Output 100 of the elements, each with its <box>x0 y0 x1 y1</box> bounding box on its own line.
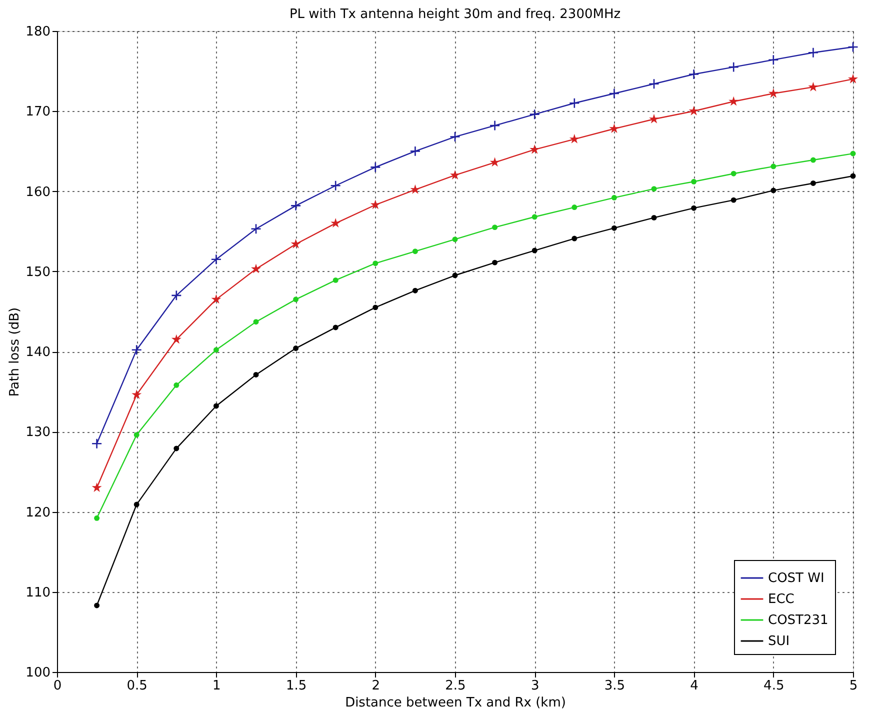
point <box>210 254 222 265</box>
x-tick-label: 3 <box>530 678 540 694</box>
point <box>492 260 498 266</box>
point <box>649 114 659 124</box>
x-tick-label: 4.5 <box>764 678 784 694</box>
point <box>174 382 180 388</box>
legend-label: COST231 <box>768 613 828 628</box>
point <box>412 288 418 294</box>
point <box>609 124 620 133</box>
point <box>250 224 262 234</box>
point <box>569 134 580 144</box>
point <box>688 106 699 116</box>
point <box>611 194 617 200</box>
point <box>290 200 302 212</box>
point <box>611 225 617 231</box>
point <box>490 157 500 167</box>
point <box>92 482 102 492</box>
point <box>688 68 700 80</box>
point <box>452 236 458 242</box>
y-tick-label: 150 <box>26 264 50 280</box>
point <box>651 214 657 220</box>
point <box>372 304 378 310</box>
y-tick-label: 100 <box>26 666 50 680</box>
point <box>171 290 182 301</box>
point <box>330 218 341 228</box>
point <box>94 602 100 608</box>
point <box>372 260 378 266</box>
y-tick-label: 180 <box>26 24 50 40</box>
point <box>450 170 460 180</box>
point <box>134 432 140 438</box>
chart-title: PL with Tx antenna height 30m and freq. 2300MHz <box>289 7 621 22</box>
point <box>728 62 739 72</box>
point <box>810 157 816 163</box>
point <box>211 294 222 304</box>
x-axis-title: Distance between Tx and Rx (km) <box>345 696 566 710</box>
point <box>651 186 657 192</box>
point <box>134 502 140 508</box>
x-tick-label: 2 <box>372 678 380 694</box>
legend-label: SUI <box>768 634 790 649</box>
point <box>94 515 100 521</box>
y-tick-label: 140 <box>26 345 50 360</box>
point <box>332 277 338 283</box>
point <box>492 224 498 230</box>
point <box>290 238 301 248</box>
point <box>532 214 538 220</box>
point <box>330 180 341 192</box>
y-tick-label: 130 <box>26 425 50 440</box>
point <box>532 248 538 254</box>
point <box>293 346 299 352</box>
point <box>572 236 578 242</box>
point <box>489 120 500 131</box>
point <box>648 78 660 90</box>
y-tick-label: 120 <box>26 505 50 520</box>
point <box>770 164 776 170</box>
point <box>412 248 418 254</box>
point <box>850 150 856 156</box>
point <box>529 108 540 120</box>
point <box>410 146 421 157</box>
point <box>850 173 856 179</box>
point <box>131 344 142 356</box>
point <box>213 347 219 353</box>
point <box>370 200 380 210</box>
point <box>808 47 819 58</box>
y-tick-label: 160 <box>26 184 50 200</box>
point <box>213 403 219 409</box>
x-tick-label: 3.5 <box>604 678 626 694</box>
point <box>253 372 259 378</box>
point <box>768 88 778 98</box>
point <box>174 446 180 452</box>
x-tick-label: 1 <box>212 678 221 694</box>
point <box>253 319 259 325</box>
point <box>293 296 299 302</box>
x-tick-label: 5 <box>849 678 858 694</box>
point <box>572 204 578 210</box>
point <box>848 42 858 52</box>
point <box>730 170 736 176</box>
x-tick-label: 0.5 <box>126 678 148 694</box>
y-tick-label: 170 <box>26 104 50 120</box>
y-axis-title: Path loss (dB) <box>8 307 23 397</box>
point <box>810 180 816 186</box>
point <box>370 162 381 173</box>
x-tick-label: 2.5 <box>445 678 466 694</box>
point <box>332 324 338 330</box>
x-tick-label: 0 <box>53 678 62 694</box>
x-tick-label: 4 <box>690 678 698 694</box>
point <box>691 205 697 211</box>
point <box>450 131 460 142</box>
point <box>728 96 739 106</box>
point <box>848 74 858 84</box>
legend-label: ECC <box>768 592 794 607</box>
x-tick-label: 1.5 <box>286 678 307 694</box>
point <box>569 98 580 109</box>
point <box>691 178 697 184</box>
point <box>171 334 182 344</box>
legend-label: COST WI <box>768 571 824 586</box>
point <box>251 264 261 274</box>
point <box>132 390 142 400</box>
point <box>730 197 736 203</box>
point <box>808 82 818 92</box>
point <box>91 438 102 450</box>
